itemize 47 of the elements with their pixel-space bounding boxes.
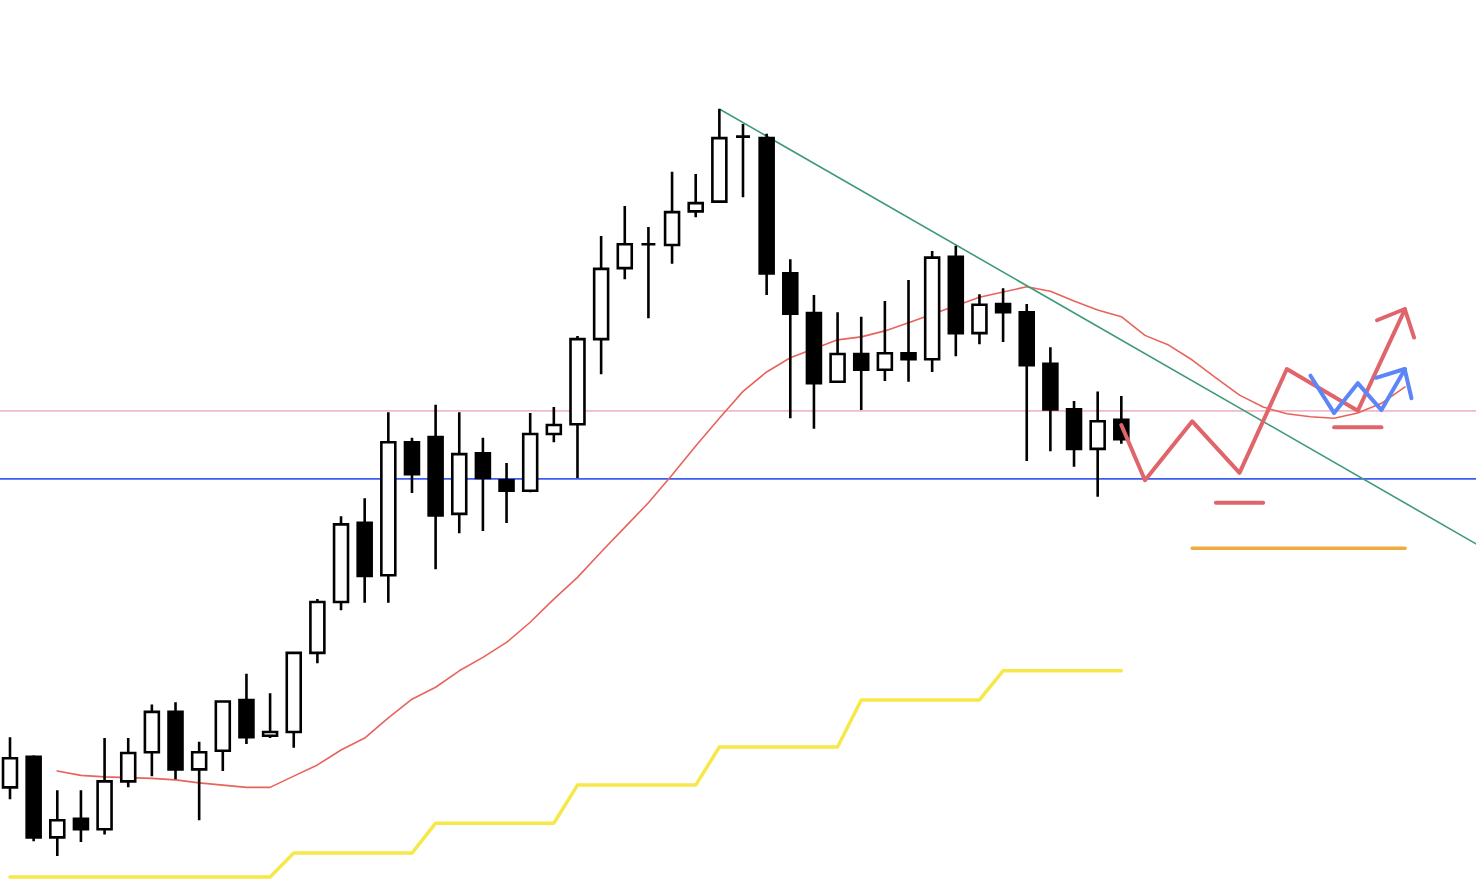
candlestick xyxy=(805,293,823,431)
candlestick xyxy=(971,292,988,346)
candlestick xyxy=(143,703,161,778)
candlestick xyxy=(332,514,350,612)
candlestick xyxy=(1065,399,1083,469)
candlestick xyxy=(1018,302,1036,463)
candlestick xyxy=(356,496,373,605)
candlestick xyxy=(1,736,19,801)
candlestick xyxy=(569,334,586,480)
candlestick xyxy=(616,204,634,281)
candlestick xyxy=(711,107,728,203)
candlestick xyxy=(994,287,1012,344)
candlestick xyxy=(923,249,941,374)
candlestick xyxy=(380,411,397,605)
candlestick xyxy=(25,753,42,843)
candlestick xyxy=(285,650,303,750)
candlestick xyxy=(427,403,444,571)
candlestick xyxy=(521,411,539,494)
candlestick xyxy=(167,700,184,781)
candlestick xyxy=(782,257,799,420)
candlestick xyxy=(49,789,66,858)
candlestick xyxy=(72,789,90,844)
candlestick xyxy=(734,122,752,199)
candlestick xyxy=(876,299,894,383)
candlestick xyxy=(403,436,421,495)
candlestick xyxy=(852,315,870,412)
candlestick xyxy=(190,740,208,822)
candlestick xyxy=(640,225,657,320)
candlestick xyxy=(238,672,255,746)
candlestick xyxy=(687,172,704,219)
candlestick xyxy=(1089,390,1106,499)
candlestick xyxy=(119,736,137,789)
candlestick xyxy=(900,278,917,383)
candlestick xyxy=(474,436,492,533)
candlestick xyxy=(758,132,775,297)
candlestick xyxy=(96,736,113,836)
candlestick xyxy=(261,691,279,740)
candlestick xyxy=(663,170,681,265)
candlestick xyxy=(829,310,846,383)
candlestick xyxy=(947,244,965,358)
candlestick xyxy=(545,405,563,444)
candlestick xyxy=(498,461,515,525)
candlestick xyxy=(214,700,232,773)
candlestick xyxy=(1042,346,1059,453)
candlestick xyxy=(592,234,610,376)
candlestick xyxy=(309,597,326,665)
candlestick xyxy=(450,411,468,535)
